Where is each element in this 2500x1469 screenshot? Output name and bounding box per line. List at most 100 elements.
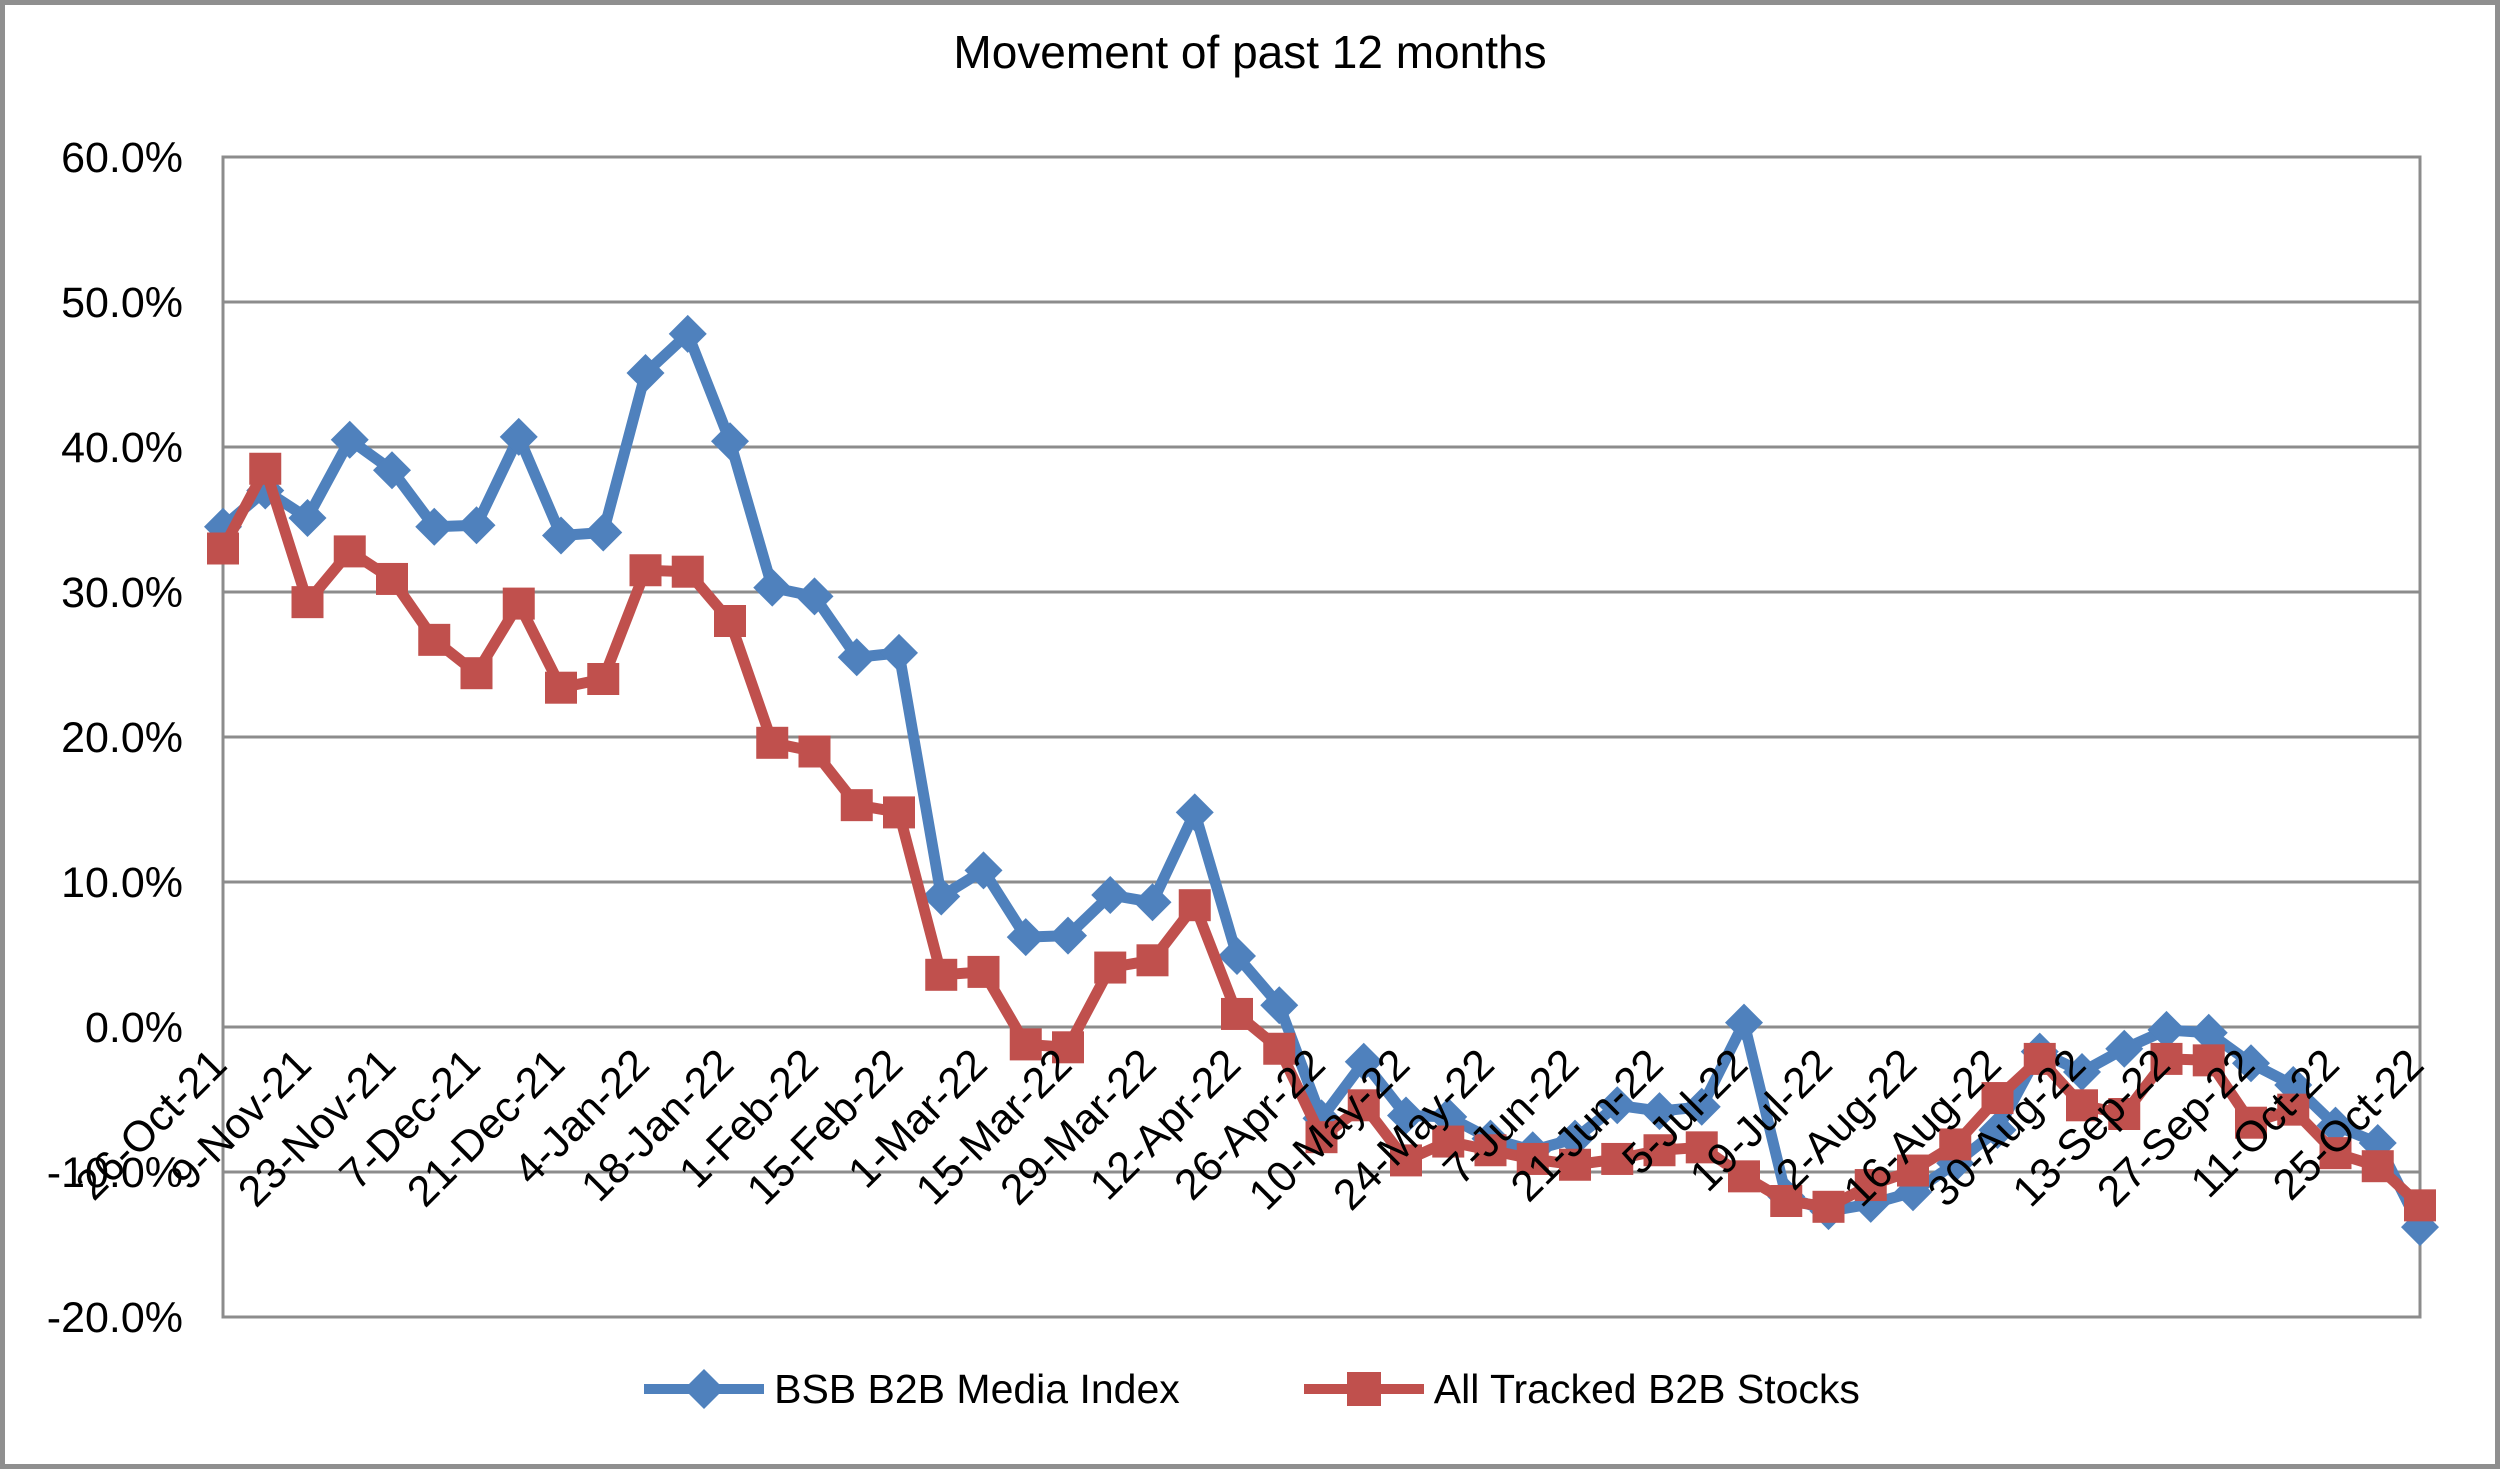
data-point-diamond: [542, 516, 580, 555]
data-point-square: [798, 735, 831, 768]
data-point-square: [1770, 1185, 1803, 1217]
data-point-diamond: [373, 451, 411, 490]
data-point-square: [1474, 1134, 1507, 1167]
data-point-square: [967, 955, 1000, 988]
data-point-diamond: [415, 507, 454, 546]
data-point-square: [1432, 1125, 1465, 1158]
data-point-square: [2277, 1093, 2310, 1126]
data-point-square: [249, 452, 282, 485]
data-point-square: [1939, 1128, 1972, 1161]
plot-border: [221, 155, 2422, 1319]
data-point-diamond: [880, 633, 918, 672]
data-point-square: [376, 562, 408, 595]
data-point-square: [925, 958, 958, 991]
data-point-square: [1305, 1121, 1338, 1154]
data-point-square: [207, 532, 239, 565]
data-point-square: [1643, 1134, 1676, 1167]
data-point-square: [1221, 997, 1253, 1030]
data-point-diamond: [2189, 1013, 2228, 1052]
data-point-diamond: [1175, 793, 1214, 832]
data-point-square: [1009, 1028, 1042, 1061]
data-point-square: [1052, 1031, 1084, 1064]
data-point-diamond: [1725, 1003, 1763, 1042]
data-point-diamond: [1556, 1119, 1594, 1158]
data-point-diamond: [1218, 936, 1256, 975]
legend-label-bsb: BSB B2B Media Index: [774, 1365, 1180, 1412]
data-point-square: [1178, 889, 1211, 922]
data-point-square: [333, 535, 366, 568]
data-point-square: [2192, 1044, 2225, 1077]
line-chart-plot: 60.0% 50.0% 40.0% 30.0% 20.0% 10.0% 0.0% -10.0%…: [47, 134, 2439, 1342]
data-point-square: [545, 671, 577, 704]
data-point-square: [2404, 1189, 2436, 1222]
data-point-diamond: [2232, 1044, 2270, 1083]
data-point-diamond: [1682, 1087, 1721, 1126]
data-point-diamond: [1260, 986, 1299, 1025]
y-axis-label: -10.0%: [47, 1149, 183, 1197]
data-point-diamond: [288, 499, 327, 538]
data-point-square: [629, 554, 662, 587]
data-point-square: [418, 623, 451, 656]
y-axis-label: 20.0%: [61, 714, 183, 762]
data-point-diamond: [626, 354, 665, 393]
data-point-square: [291, 586, 324, 619]
y-axis-label: 50.0%: [61, 279, 183, 327]
data-point-diamond: [1091, 876, 1130, 915]
chart-title: Movement of past 12 months: [953, 26, 1547, 78]
data-point-square: [502, 587, 535, 620]
data-point-square: [2235, 1106, 2267, 1139]
data-point-square: [2023, 1042, 2056, 1075]
data-point-diamond: [1344, 1042, 1383, 1081]
data-point-square: [671, 555, 704, 588]
legend-marker-square-icon: [1303, 1372, 1424, 1406]
data-point-diamond: [1640, 1092, 1679, 1131]
data-point-diamond: [837, 638, 876, 677]
data-point-square: [1516, 1142, 1549, 1175]
legend-marker-diamond-icon: [644, 1369, 765, 1409]
data-point-square: [840, 789, 873, 822]
data-point-diamond: [753, 568, 792, 607]
data-point-diamond: [584, 513, 623, 552]
data-point-square: [714, 605, 746, 637]
y-axis-label: 30.0%: [61, 569, 183, 617]
y-axis-label: 10.0%: [61, 859, 183, 907]
data-point-diamond: [2316, 1106, 2355, 1145]
data-point-square: [1854, 1169, 1887, 1202]
data-point-diamond: [330, 420, 369, 459]
data-point-square: [2361, 1150, 2394, 1183]
data-point-square: [1728, 1160, 1760, 1193]
data-point-diamond: [668, 314, 707, 353]
data-point-square: [460, 657, 493, 690]
data-point-diamond: [1598, 1086, 1637, 1125]
data-point-square: [1347, 1089, 1380, 1122]
data-point-square: [1559, 1148, 1591, 1181]
data-point-diamond: [795, 577, 834, 616]
data-point-diamond: [499, 417, 538, 456]
data-point-diamond: [1006, 918, 1045, 957]
data-point-diamond: [1049, 916, 1087, 955]
data-point-diamond: [922, 877, 961, 916]
data-point-diamond: [711, 422, 749, 461]
data-point-diamond: [2147, 1010, 2186, 1049]
data-point-diamond: [2063, 1052, 2101, 1091]
data-point-square: [1390, 1144, 1422, 1177]
data-point-square: [1263, 1032, 1296, 1065]
data-point-square: [1897, 1154, 1929, 1187]
y-axis-label: 40.0%: [61, 424, 183, 472]
data-point-square: [587, 663, 620, 695]
y-axis-label: 0.0%: [85, 1004, 183, 1052]
data-point-diamond: [1133, 883, 1172, 922]
data-point-diamond: [1978, 1110, 2017, 1149]
legend-label-all-tracked: All Tracked B2B Stocks: [1433, 1365, 1860, 1412]
chart-legend: BSB B2B Media Index All Tracked B2B Stoc…: [5, 1365, 2495, 1413]
legend-item-bsb-b2b-media-index: BSB B2B Media Index: [640, 1365, 1180, 1413]
data-point-diamond: [2105, 1029, 2144, 1068]
data-point-square: [1981, 1082, 2014, 1115]
data-point-square: [2108, 1098, 2141, 1130]
data-point-square: [1685, 1131, 1718, 1164]
data-point-square: [2319, 1137, 2352, 1170]
y-axis-label: -20.0%: [47, 1294, 183, 1342]
data-point-diamond: [964, 851, 1003, 890]
data-point-square: [756, 726, 789, 759]
